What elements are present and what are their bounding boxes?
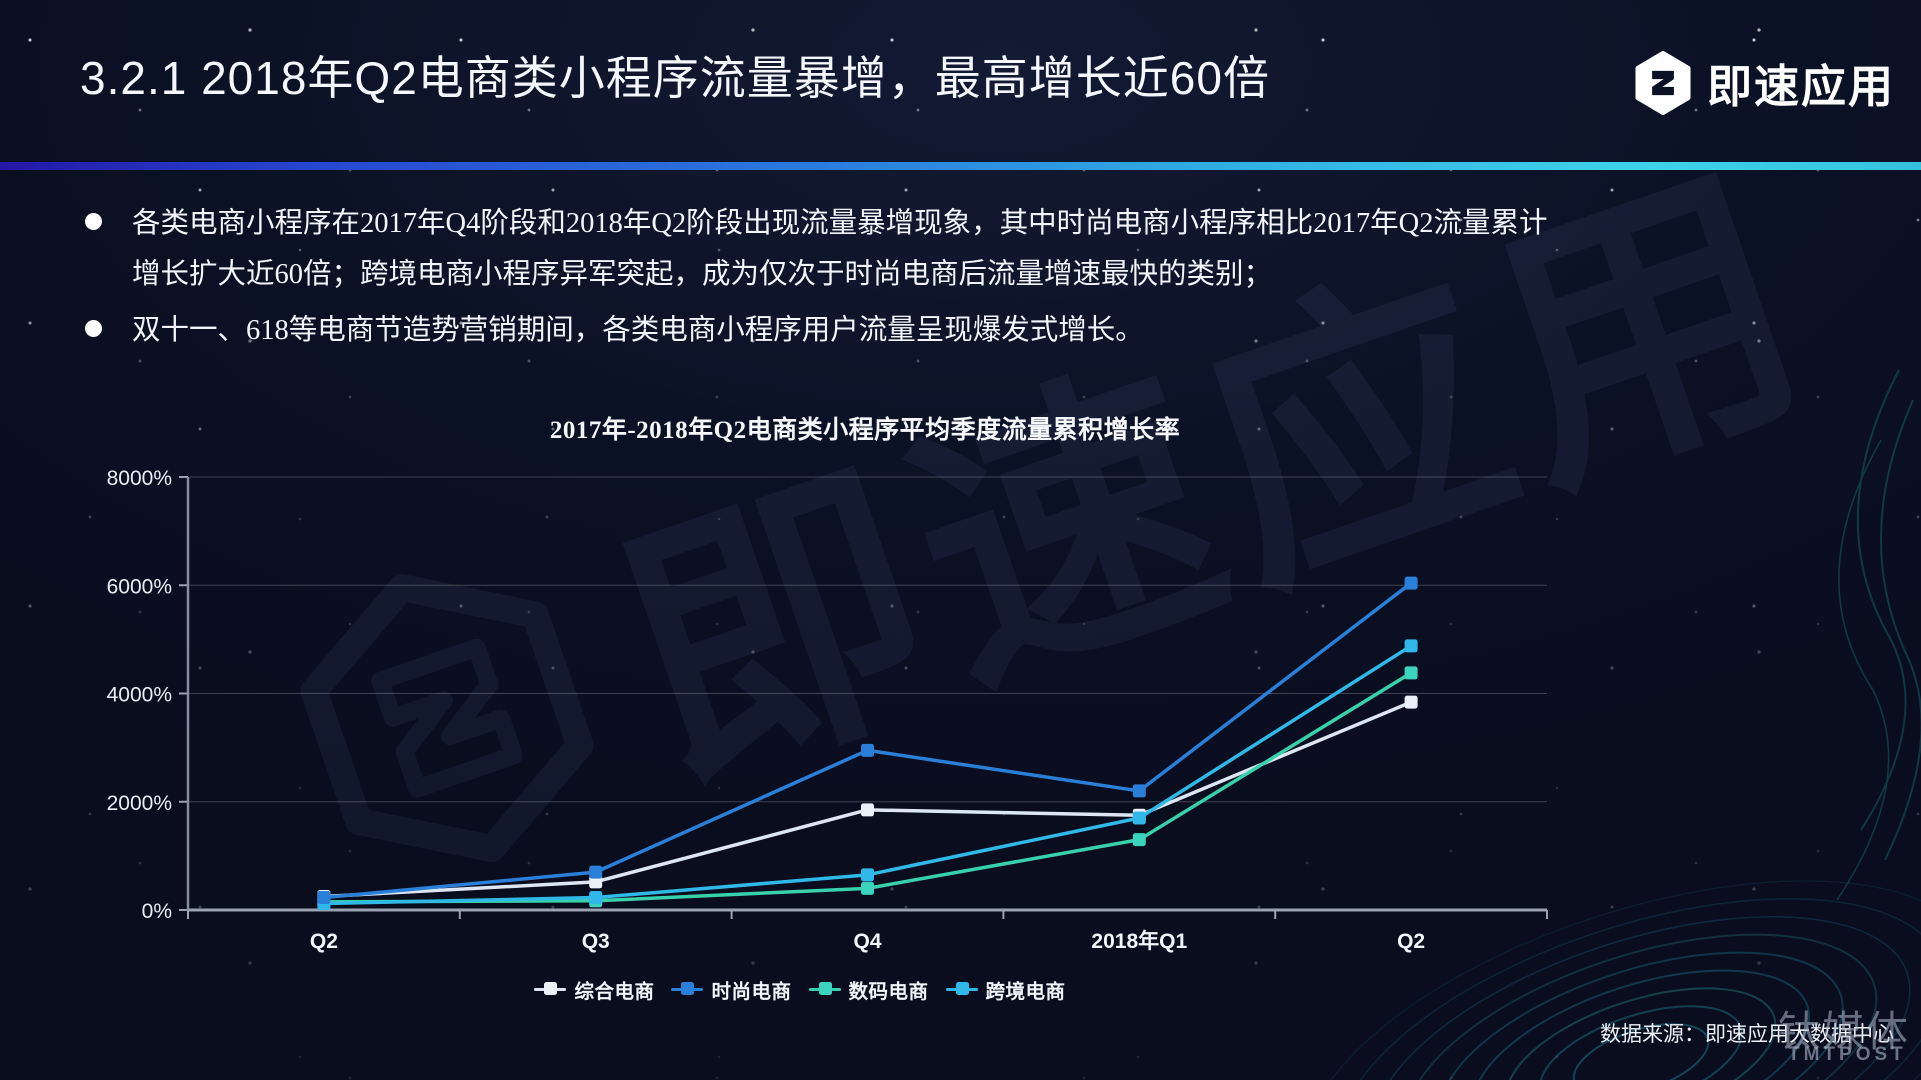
series-marker — [1132, 808, 1146, 822]
series-marker — [1132, 784, 1146, 798]
x-axis-label: Q3 — [582, 930, 610, 953]
legend-item-综合电商: 综合电商 — [534, 975, 654, 1004]
brand-logo-text: 即速应用 — [1706, 61, 1895, 112]
series-marker — [1132, 833, 1146, 847]
y-axis-label: 8000% — [107, 467, 172, 490]
legend-item-数码电商: 数码电商 — [808, 975, 929, 1004]
legend-label: 跨境电商 — [985, 980, 1066, 1003]
title-divider-bar — [0, 162, 1921, 170]
legend-label: 数码电商 — [848, 980, 929, 1003]
legend-item-跨境电商: 跨境电商 — [945, 975, 1066, 1004]
bullet-text: 各类电商小程序在2017年Q4阶段和2018年Q2阶段出现流量暴增现象，其中时尚… — [132, 208, 1548, 291]
page-title: 3.2.1 2018年Q2电商类小程序流量暴增，最高增长近60倍 — [80, 52, 1270, 104]
brand-logo: 即速应用 — [1631, 50, 1895, 115]
x-axis-label: 2018年Q1 — [1091, 929, 1187, 953]
jisu-hexagon-logo-icon — [1635, 50, 1691, 115]
series-marker — [861, 743, 874, 757]
bullet-dot-icon — [85, 319, 102, 337]
chart-title: 2017年-2018年Q2电商类小程序平均季度流量累积增长率 — [549, 417, 1181, 444]
x-axis-label: Q2 — [310, 930, 338, 953]
bullet-item: 双十一、618等电商节造势营销期间，各类电商小程序用户流量呈现爆发式增长。 — [82, 305, 1560, 356]
data-source-caption: 数据来源：即速应用大数据中心 — [1600, 1023, 1894, 1046]
series-marker — [589, 865, 603, 879]
legend-marker-icon — [544, 982, 558, 995]
series-marker — [1404, 576, 1418, 590]
x-axis-label: Q4 — [853, 930, 881, 953]
bullet-text: 双十一、618等电商节造势营销期间，各类电商小程序用户流量呈现爆发式增长。 — [132, 314, 1144, 346]
legend-swatch — [808, 982, 841, 995]
legend-swatch — [534, 982, 567, 995]
legend-marker-icon — [818, 982, 832, 995]
series-marker — [317, 889, 331, 903]
legend-marker-icon — [681, 982, 695, 995]
x-axis-label: Q2 — [1397, 930, 1425, 953]
legend-label: 综合电商 — [574, 980, 655, 1003]
series-marker — [589, 891, 603, 905]
series-marker — [1404, 695, 1418, 709]
series-line-数码电商 — [322, 671, 1413, 904]
series-marker — [1404, 666, 1418, 680]
center-logo-watermark: 即速应用 — [236, 55, 1858, 966]
series-line-时尚电商 — [322, 581, 1413, 900]
y-axis-label: 0% — [142, 900, 172, 923]
y-axis-label: 4000% — [107, 684, 172, 707]
series-marker — [1404, 639, 1418, 653]
bullet-list: 各类电商小程序在2017年Q4阶段和2018年Q2阶段出现流量暴增现象，其中时尚… — [82, 198, 1560, 360]
y-axis-label: 6000% — [107, 575, 172, 598]
legend-swatch — [945, 982, 978, 995]
legend-label: 时尚电商 — [711, 980, 792, 1003]
series-marker — [589, 875, 603, 889]
legend-swatch — [671, 982, 704, 995]
series-marker — [861, 803, 874, 817]
series-line-跨境电商 — [322, 644, 1413, 906]
center-watermark-text: 即速应用 — [587, 125, 1851, 833]
y-axis-label: 2000% — [107, 792, 172, 815]
series-marker — [861, 868, 874, 882]
series-marker — [861, 881, 874, 895]
bullet-dot-icon — [85, 213, 102, 230]
legend-item-时尚电商: 时尚电商 — [671, 975, 791, 1004]
tmtpost-watermark-latin: TMTPOST — [1788, 1044, 1907, 1065]
jisu-hexagon-watermark-icon — [300, 573, 594, 862]
chart-legend: 综合电商 时尚电商 数码电商 跨境电商 — [190, 972, 1410, 1006]
tmtpost-watermark: 钛媒体 — [1778, 1008, 1911, 1055]
series-marker — [589, 894, 603, 908]
series-marker — [317, 895, 331, 909]
series-marker — [317, 897, 331, 911]
legend-marker-icon — [955, 982, 969, 995]
bullet-item: 各类电商小程序在2017年Q4阶段和2018年Q2阶段出现流量暴增现象，其中时尚… — [82, 198, 1560, 301]
series-marker — [317, 891, 331, 905]
series-line-综合电商 — [322, 700, 1413, 899]
series-marker — [1132, 811, 1146, 825]
